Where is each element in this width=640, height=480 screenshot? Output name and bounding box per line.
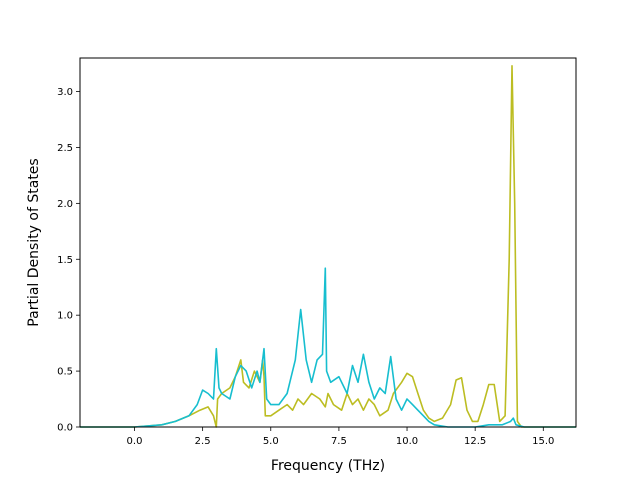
plot-lines xyxy=(80,65,576,428)
y-tick-label: 2.0 xyxy=(57,199,73,210)
x-tick-label: 10.0 xyxy=(396,436,418,447)
y-axis-label: Partial Density of States xyxy=(26,158,42,326)
x-axis-ticks: 0.0 2.5 5.0 7.5 10.0 12.5 15.0 xyxy=(127,427,554,447)
x-tick-label: 15.0 xyxy=(532,436,554,447)
y-tick-label: 2.5 xyxy=(57,143,73,154)
x-tick-label: 12.5 xyxy=(464,436,486,447)
plot-frame xyxy=(79,57,577,428)
y-tick-label: 3.0 xyxy=(57,87,73,98)
series-line-1 xyxy=(80,65,576,428)
y-tick-label: 0.0 xyxy=(57,423,73,434)
y-tick-label: 1.0 xyxy=(57,311,73,322)
y-tick-label: 1.5 xyxy=(57,255,73,266)
y-axis-ticks: 0.0 0.5 1.0 1.5 2.0 2.5 3.0 xyxy=(57,87,80,434)
x-tick-label: 2.5 xyxy=(195,436,211,447)
x-axis-label: Frequency (THz) xyxy=(271,458,385,474)
y-tick-label: 0.5 xyxy=(57,367,73,378)
x-tick-label: 0.0 xyxy=(127,436,143,447)
series-line-2 xyxy=(80,267,576,428)
x-tick-label: 7.5 xyxy=(331,436,347,447)
x-tick-label: 5.0 xyxy=(263,436,279,447)
